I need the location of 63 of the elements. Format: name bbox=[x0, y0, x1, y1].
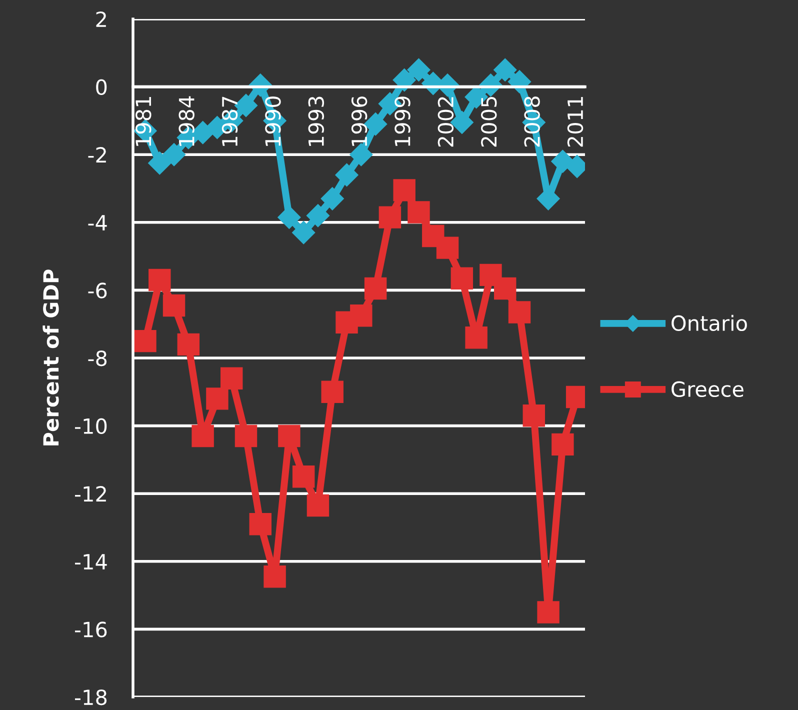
point bbox=[552, 433, 574, 456]
point bbox=[350, 304, 372, 327]
x-tick-label: 1987 bbox=[222, 96, 238, 146]
y-tick-label: -2 bbox=[88, 147, 106, 163]
point bbox=[407, 58, 430, 82]
point bbox=[192, 424, 214, 448]
point bbox=[450, 267, 474, 290]
point bbox=[278, 424, 300, 448]
point bbox=[436, 236, 459, 259]
point bbox=[292, 466, 315, 488]
point bbox=[206, 388, 228, 410]
point bbox=[264, 566, 286, 588]
point bbox=[364, 277, 387, 300]
point bbox=[508, 301, 531, 324]
x-tick-label: 1990 bbox=[265, 96, 281, 146]
point bbox=[522, 404, 546, 427]
point bbox=[306, 204, 330, 228]
point bbox=[537, 601, 560, 624]
y-tick-label: -8 bbox=[88, 350, 107, 366]
y-tick-label: -12 bbox=[74, 486, 106, 502]
y-tick-label: -6 bbox=[88, 282, 107, 298]
y-tick-label: -10 bbox=[74, 418, 107, 434]
x-tick-label: 2008 bbox=[524, 96, 540, 147]
x-tick-label: 1981 bbox=[136, 97, 152, 146]
legend-label: Ontario bbox=[672, 314, 747, 332]
point bbox=[220, 367, 243, 390]
point bbox=[234, 424, 258, 448]
point bbox=[508, 70, 531, 94]
x-tick-label: 1984 bbox=[178, 96, 194, 146]
point bbox=[321, 380, 344, 404]
point bbox=[134, 330, 156, 352]
point bbox=[494, 277, 516, 300]
point bbox=[465, 326, 488, 349]
legend-label: Greece bbox=[672, 381, 744, 398]
point bbox=[378, 206, 402, 228]
point bbox=[278, 206, 301, 229]
y-tick-label: -16 bbox=[74, 622, 107, 638]
x-tick-label: 1996 bbox=[351, 96, 368, 146]
point bbox=[335, 163, 358, 186]
y-tick-label: 0 bbox=[96, 79, 107, 96]
point bbox=[162, 294, 186, 317]
point bbox=[177, 333, 200, 356]
y-tick-label: -14 bbox=[74, 554, 107, 570]
point bbox=[148, 152, 172, 175]
x-tick-label: 2005 bbox=[481, 96, 497, 147]
x-tick-label: 1993 bbox=[308, 96, 324, 146]
point bbox=[393, 179, 416, 202]
x-tick-label: 1999 bbox=[394, 96, 410, 146]
point bbox=[392, 68, 416, 92]
point bbox=[306, 494, 330, 517]
point bbox=[408, 201, 430, 224]
point bbox=[249, 513, 272, 536]
point bbox=[292, 221, 316, 244]
point bbox=[494, 58, 517, 82]
y-tick-label: 2 bbox=[96, 11, 106, 27]
y-axis-title: Percent of GDP bbox=[42, 270, 59, 446]
x-tick-label: 2011 bbox=[567, 97, 584, 147]
x-tick-label: 2002 bbox=[438, 97, 454, 147]
point bbox=[551, 150, 574, 173]
y-tick-label: -4 bbox=[88, 215, 107, 230]
point bbox=[320, 187, 344, 210]
y-tick-label: -18 bbox=[74, 689, 107, 706]
point bbox=[148, 268, 171, 292]
